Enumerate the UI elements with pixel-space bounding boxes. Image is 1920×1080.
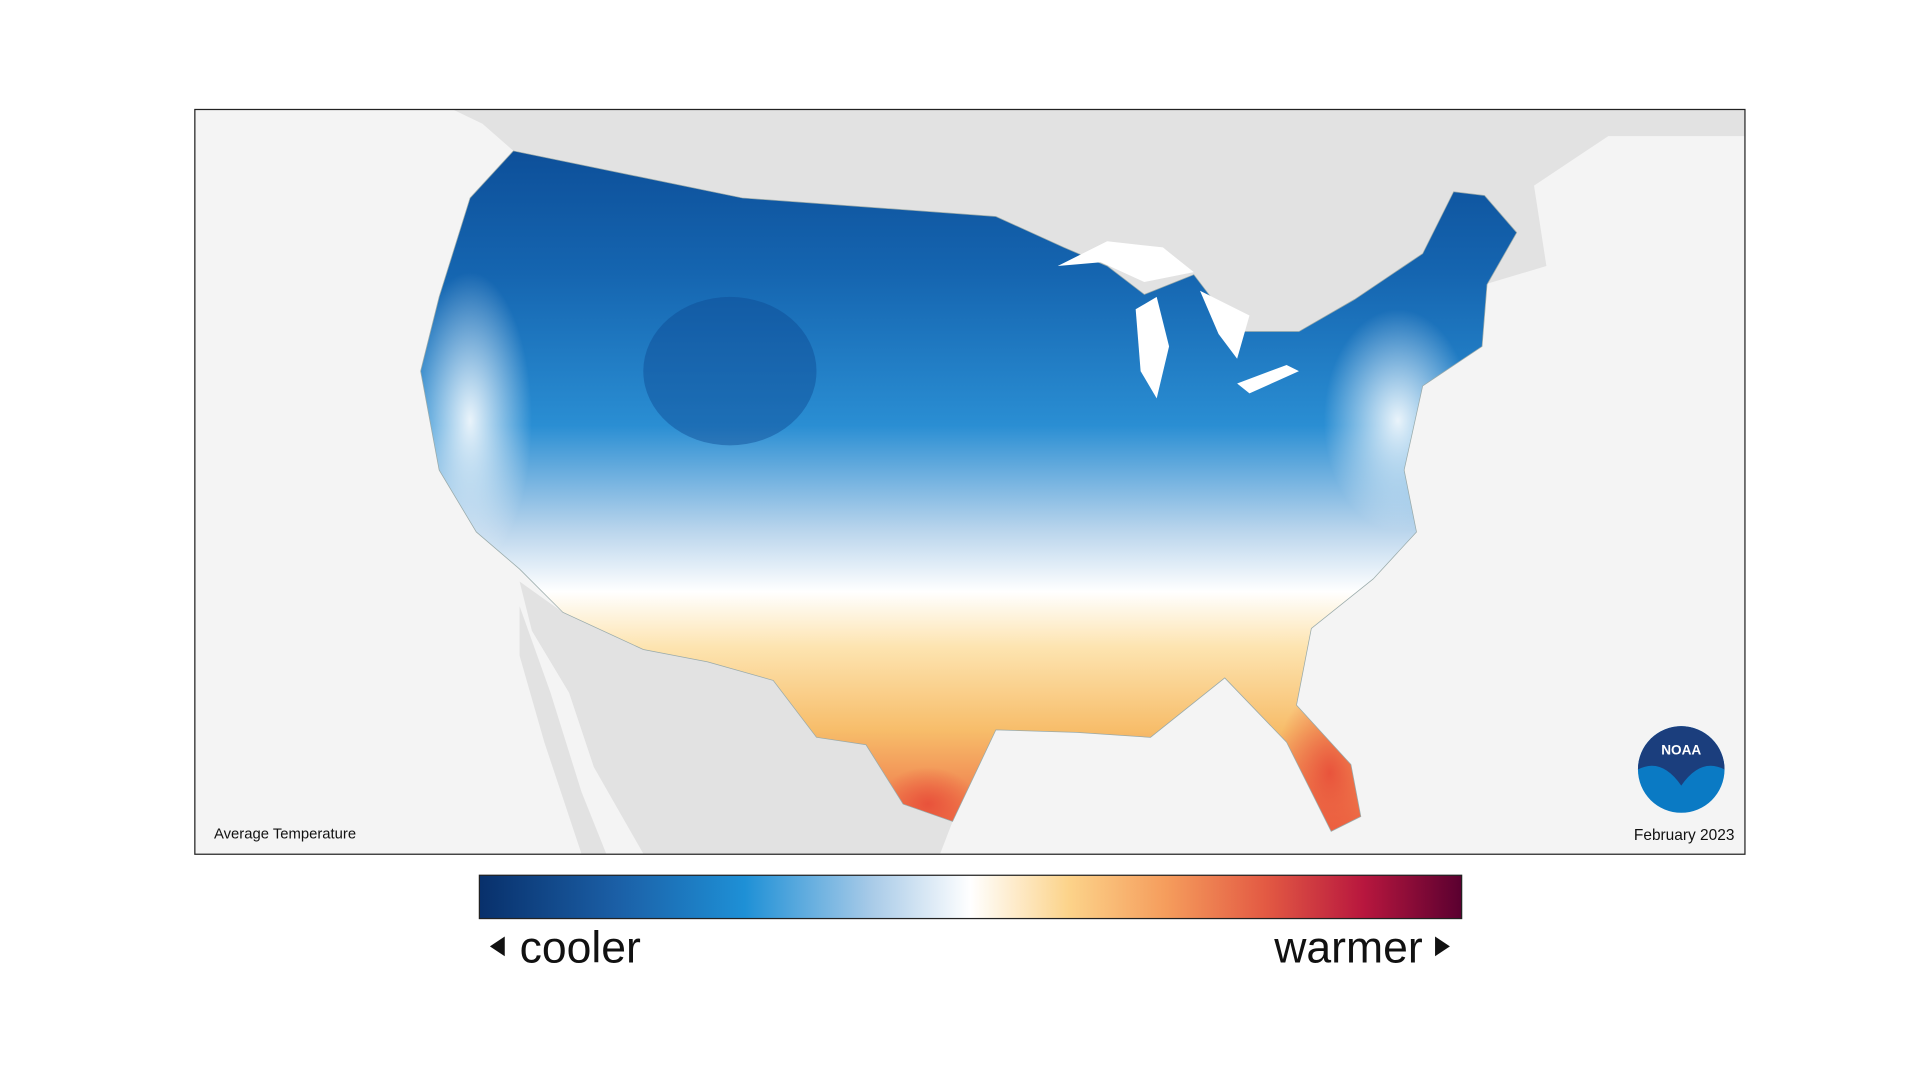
rockies-cold [643, 296, 817, 446]
lake-erie [1237, 364, 1299, 394]
logo-text: NOAA [1661, 743, 1701, 758]
map-label: Average Temperature [214, 827, 356, 843]
lake-superior [1057, 241, 1194, 283]
lake-michigan [1135, 296, 1170, 399]
map: Average Temperature February 2023 NOAA [194, 108, 1745, 854]
color-bar [478, 874, 1463, 920]
logo-top [1637, 726, 1725, 786]
cooler-label: cooler [520, 923, 641, 972]
lake-huron [1200, 290, 1250, 359]
cooler-arrow [489, 936, 505, 957]
map-date: February 2023 [1634, 827, 1735, 844]
mexico [519, 581, 953, 854]
warmer-label: warmer [1273, 923, 1423, 972]
canada [451, 108, 1745, 332]
legend: cooler warmer [478, 874, 1463, 972]
map-frame [194, 108, 1746, 855]
noaa-logo: NOAA [1637, 726, 1725, 813]
warmer-arrow [1435, 936, 1450, 957]
baja [519, 606, 607, 854]
